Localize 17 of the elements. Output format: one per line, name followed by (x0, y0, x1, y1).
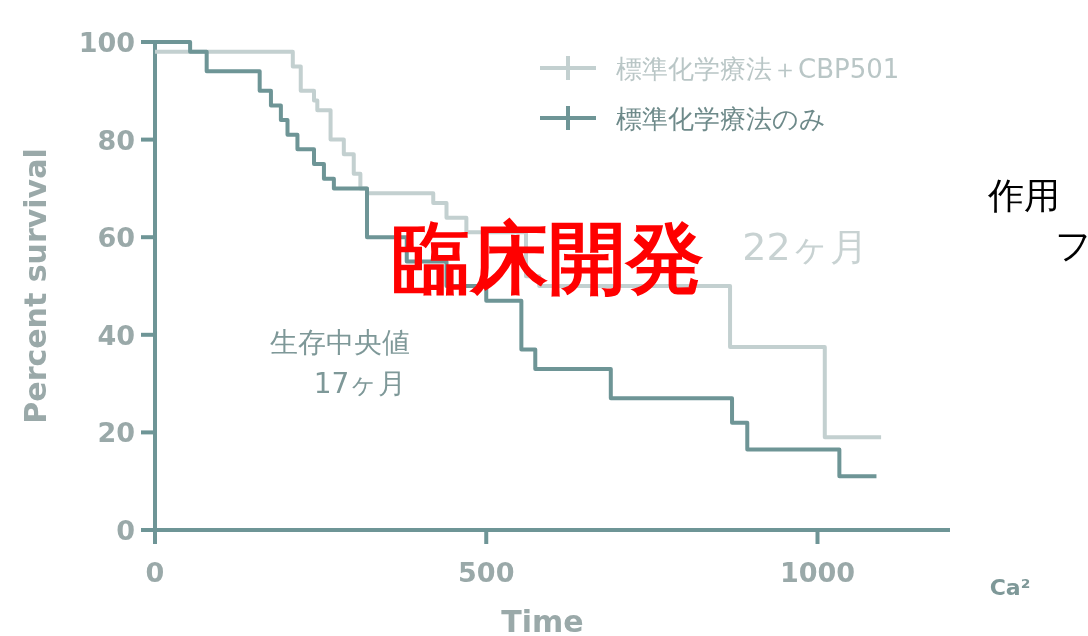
y-tick-label: 40 (97, 319, 135, 351)
text: Ca² (989, 575, 1031, 600)
y-tick-label: 0 (116, 515, 135, 546)
x-tick-label: 0 (145, 557, 165, 588)
x-tick-label: 1000 (779, 557, 856, 588)
y-tick-label: 20 (97, 417, 135, 449)
y-tick-label: 80 (97, 124, 135, 156)
y-axis-title: Percent survival (18, 148, 53, 424)
y-tick-label: 60 (97, 222, 135, 254)
x-axis-title: Time (501, 604, 584, 636)
legend-label: 標準化学療法＋CBP501 (616, 54, 900, 84)
y-tick-label: 100 (78, 27, 135, 58)
annotation: 生存中央値 17ヶ月 (270, 326, 410, 400)
legend-label: 標準化学療法のみ (616, 104, 826, 134)
text: フ (1055, 225, 1088, 266)
text: 作用 (987, 175, 1060, 216)
x-tick-label: 500 (458, 557, 515, 588)
